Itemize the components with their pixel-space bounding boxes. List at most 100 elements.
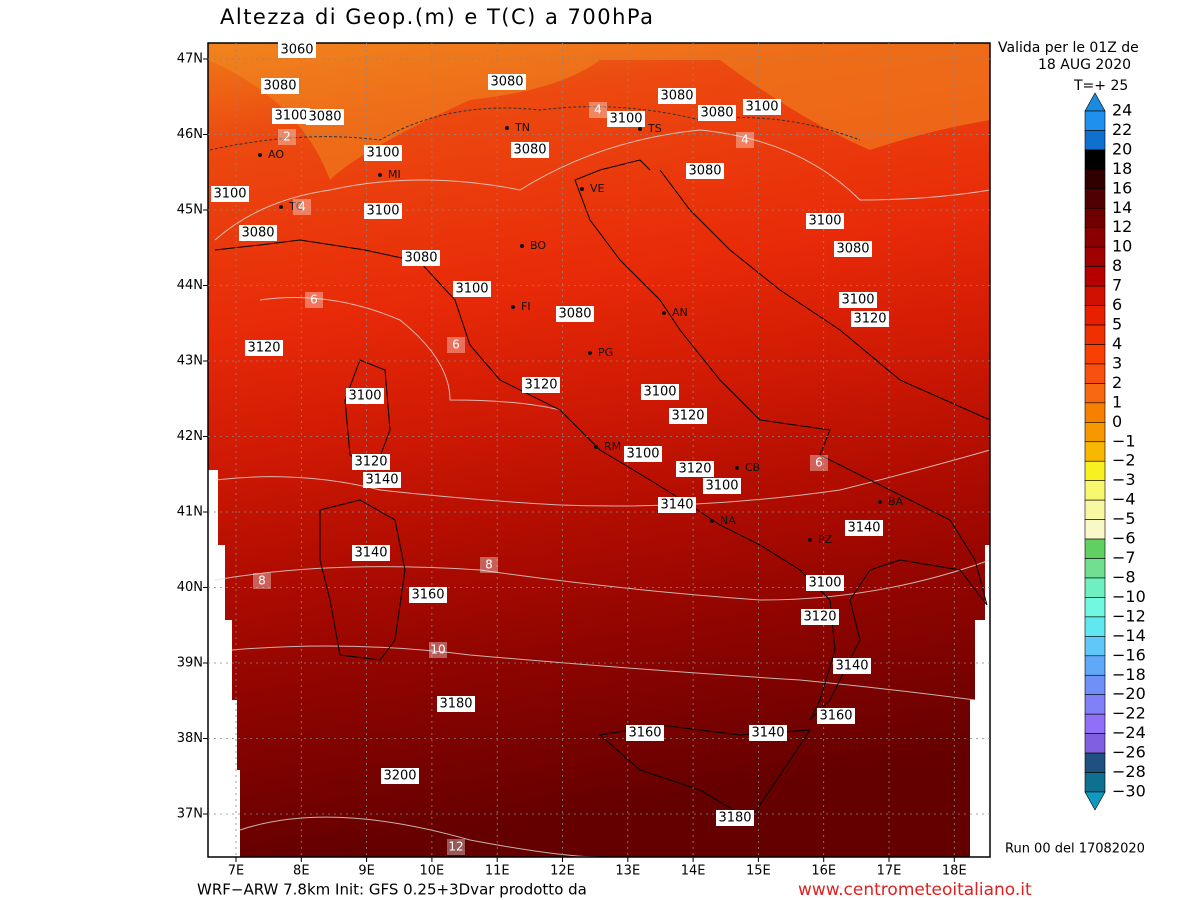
height-label: 3080 — [836, 242, 869, 257]
temperature-contours — [214, 129, 991, 858]
height-label-box — [522, 377, 560, 393]
height-label: 3100 — [626, 447, 659, 462]
temp-label-box — [429, 642, 447, 658]
city-dot — [588, 351, 592, 355]
colorbar-arrow — [1084, 92, 1106, 112]
lat-label: 38N — [177, 731, 203, 746]
height-label: 3120 — [678, 462, 711, 477]
lat-label: 42N — [177, 429, 203, 444]
height-label-box — [676, 461, 714, 477]
temp-label-box — [736, 132, 754, 148]
colorbar-label: 5 — [1112, 315, 1122, 334]
height-label: 3080 — [241, 226, 274, 241]
city-dot — [279, 205, 283, 209]
lon-label: 13E — [615, 864, 640, 879]
lon-label: 10E — [420, 864, 445, 879]
lon-label: 18E — [942, 864, 967, 879]
colorbar-label: 12 — [1112, 217, 1132, 236]
height-label: 3140 — [660, 498, 693, 513]
height-label-box — [488, 74, 526, 90]
height-label: 3100 — [841, 293, 874, 308]
height-label-box — [556, 306, 594, 322]
lat-label: 47N — [177, 52, 203, 67]
city-label: CB — [745, 461, 760, 474]
credit: WRF−ARW 7.8km Init: GFS 0.25+3Dvar prodo… — [197, 881, 587, 899]
colorbar-cell — [1084, 752, 1106, 773]
colorbar-cell — [1084, 188, 1106, 209]
city-label: VE — [590, 182, 605, 195]
temp-label: 8 — [258, 574, 266, 588]
colorbar-cell — [1084, 519, 1106, 540]
city-dot — [511, 305, 515, 309]
temp-label-box — [589, 102, 607, 118]
height-label-box — [817, 708, 855, 724]
height-label: 3160 — [628, 726, 661, 741]
colorbar-cell — [1084, 733, 1106, 754]
height-label: 3100 — [366, 146, 399, 161]
height-label: 3140 — [847, 521, 880, 536]
temp-label-box — [305, 292, 323, 308]
height-label-box — [437, 696, 475, 712]
lon-label: 11E — [485, 864, 510, 879]
height-label-box — [851, 311, 889, 327]
height-label: 3080 — [700, 106, 733, 121]
coastlines — [209, 106, 991, 821]
city-label: TN — [514, 121, 530, 134]
colorbar-cell — [1084, 344, 1106, 365]
height-label: 3180 — [718, 811, 751, 826]
colorbar-label: −22 — [1112, 704, 1146, 723]
height-label: 3140 — [751, 726, 784, 741]
city-dot — [878, 500, 882, 504]
height-label-box — [743, 99, 781, 115]
colorbar-cell — [1084, 266, 1106, 287]
colorbar-label: 18 — [1112, 159, 1132, 178]
colorbar-arrow — [1084, 791, 1106, 811]
colorbar-label: −6 — [1112, 529, 1136, 548]
title: Altezza di Geop.(m) e T(C) a 700hPa — [220, 5, 655, 29]
colorbar-cell — [1084, 305, 1106, 326]
city-dot — [378, 173, 382, 177]
lon-label: 8E — [293, 864, 310, 879]
colorbar-label: −14 — [1112, 626, 1146, 645]
colorbar-label: −28 — [1112, 762, 1146, 781]
height-label: 3100 — [274, 109, 307, 124]
colorbar-label: 10 — [1112, 237, 1132, 256]
colorbar-label: 0 — [1112, 412, 1122, 431]
colorbar-label: −20 — [1112, 684, 1146, 703]
temp-label: 2 — [283, 130, 291, 144]
colorbar-cell — [1084, 130, 1106, 151]
temp-label: 4 — [741, 133, 749, 147]
colorbar-label: −16 — [1112, 645, 1146, 664]
warm-shade — [208, 43, 990, 180]
height-label: 3180 — [439, 697, 472, 712]
height-label: 3120 — [671, 409, 704, 424]
height-label-box — [511, 142, 549, 158]
colorbar-cell — [1084, 772, 1106, 793]
height-label: 3100 — [808, 576, 841, 591]
colorbar-cell — [1084, 558, 1106, 579]
colorbar-label: −1 — [1112, 431, 1136, 450]
colorbar-label: 24 — [1112, 101, 1132, 120]
height-label-box — [245, 340, 283, 356]
city-dot — [710, 519, 714, 523]
height-label: 3100 — [213, 187, 246, 202]
height-label-box — [239, 225, 277, 241]
colorbar-label: −7 — [1112, 548, 1136, 567]
city-dot — [258, 153, 262, 157]
city-label: PZ — [818, 533, 833, 546]
height-label: 3080 — [558, 307, 591, 322]
city-label: BO — [530, 239, 546, 252]
temp-label: 12 — [448, 840, 463, 854]
height-label-box — [364, 145, 402, 161]
height-label-box — [845, 520, 883, 536]
colorbar-label: 7 — [1112, 276, 1122, 295]
height-label-box — [211, 186, 249, 202]
city-dot — [580, 187, 584, 191]
height-label: 3100 — [348, 389, 381, 404]
website: www.centrometeoitaliano.it — [798, 880, 1032, 900]
height-label-box — [686, 163, 724, 179]
height-label-box — [806, 213, 844, 229]
height-label-box — [272, 108, 310, 124]
temp-label: 6 — [452, 338, 460, 352]
